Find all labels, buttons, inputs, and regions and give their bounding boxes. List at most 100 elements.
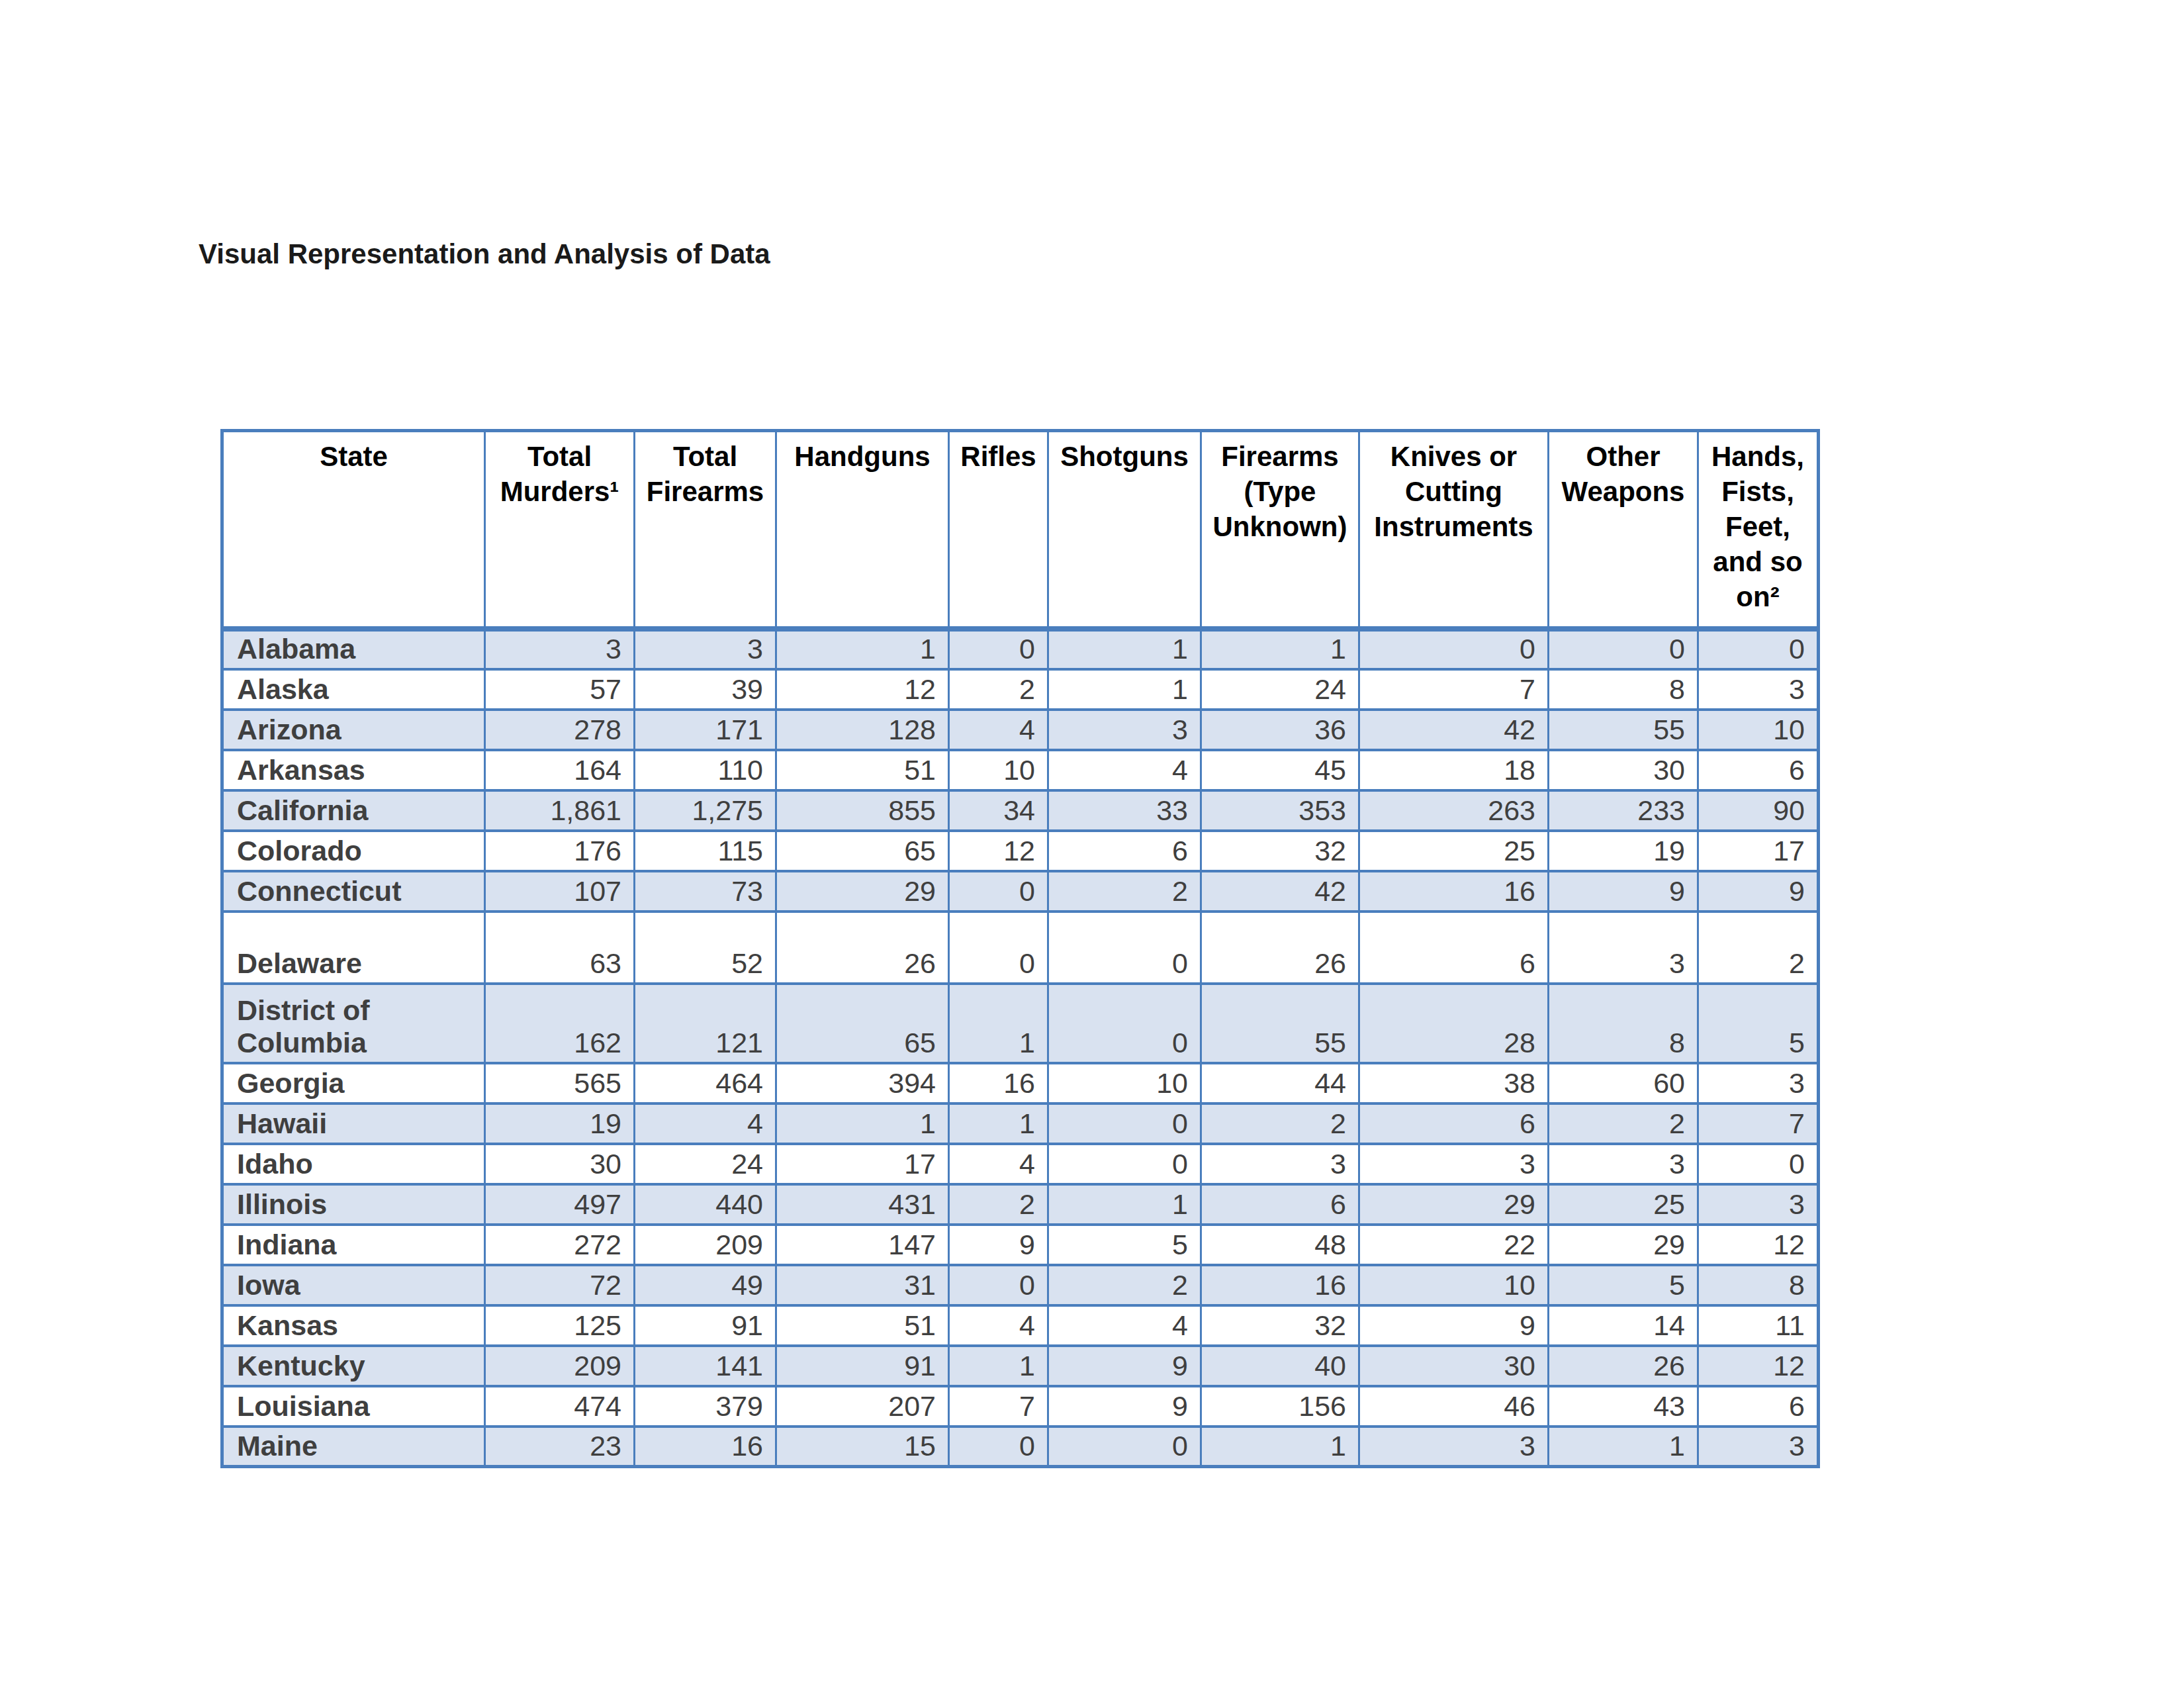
value-cell: 9 <box>1048 1386 1201 1427</box>
value-cell: 65 <box>776 984 949 1063</box>
value-cell: 29 <box>1359 1184 1549 1225</box>
value-cell: 39 <box>635 669 776 710</box>
value-cell: 17 <box>776 1144 949 1184</box>
state-name-cell: California <box>222 790 485 831</box>
value-cell: 8 <box>1549 984 1698 1063</box>
column-header-handguns: Handguns <box>776 431 949 629</box>
table-row-alabama: Alabama331011000 <box>222 629 1819 669</box>
value-cell: 52 <box>635 912 776 984</box>
state-name-cell: Arizona <box>222 710 485 750</box>
state-name-cell: Kentucky <box>222 1346 485 1386</box>
value-cell: 24 <box>1201 669 1359 710</box>
value-cell: 3 <box>1359 1427 1549 1467</box>
value-cell: 25 <box>1549 1184 1698 1225</box>
value-cell: 3 <box>1698 1427 1819 1467</box>
value-cell: 65 <box>776 831 949 871</box>
value-cell: 12 <box>949 831 1048 871</box>
value-cell: 0 <box>1359 629 1549 669</box>
value-cell: 16 <box>949 1063 1048 1103</box>
value-cell: 7 <box>1698 1103 1819 1144</box>
value-cell: 0 <box>1698 629 1819 669</box>
value-cell: 10 <box>1698 710 1819 750</box>
table-row-louisiana: Louisiana4743792077915646436 <box>222 1386 1819 1427</box>
value-cell: 9 <box>949 1225 1048 1265</box>
column-header-knives-or-cutting-instruments: Knives or Cutting Instruments <box>1359 431 1549 629</box>
value-cell: 565 <box>485 1063 635 1103</box>
value-cell: 0 <box>1048 912 1201 984</box>
value-cell: 48 <box>1201 1225 1359 1265</box>
value-cell: 431 <box>776 1184 949 1225</box>
value-cell: 28 <box>1359 984 1549 1063</box>
value-cell: 0 <box>1048 984 1201 1063</box>
state-name-cell: Idaho <box>222 1144 485 1184</box>
state-name-cell: Arkansas <box>222 750 485 790</box>
value-cell: 0 <box>949 912 1048 984</box>
value-cell: 0 <box>1048 1427 1201 1467</box>
value-cell: 42 <box>1359 710 1549 750</box>
value-cell: 22 <box>1359 1225 1549 1265</box>
value-cell: 4 <box>949 1144 1048 1184</box>
value-cell: 1 <box>1549 1427 1698 1467</box>
table-row-colorado: Colorado1761156512632251917 <box>222 831 1819 871</box>
table-row-kansas: Kansas1259151443291411 <box>222 1305 1819 1346</box>
value-cell: 0 <box>949 871 1048 912</box>
state-name-cell: Illinois <box>222 1184 485 1225</box>
value-cell: 6 <box>1359 912 1549 984</box>
column-header-other-weapons: Other Weapons <box>1549 431 1698 629</box>
value-cell: 209 <box>485 1346 635 1386</box>
value-cell: 0 <box>949 1427 1048 1467</box>
value-cell: 0 <box>1549 629 1698 669</box>
value-cell: 3 <box>1201 1144 1359 1184</box>
value-cell: 57 <box>485 669 635 710</box>
value-cell: 1 <box>1048 629 1201 669</box>
state-name-cell: Maine <box>222 1427 485 1467</box>
value-cell: 125 <box>485 1305 635 1346</box>
table-row-delaware: Delaware6352260026632 <box>222 912 1819 984</box>
value-cell: 34 <box>949 790 1048 831</box>
value-cell: 0 <box>1698 1144 1819 1184</box>
value-cell: 8 <box>1549 669 1698 710</box>
value-cell: 156 <box>1201 1386 1359 1427</box>
table-body: Alabama331011000Alaska5739122124783Arizo… <box>222 629 1819 1467</box>
value-cell: 1 <box>949 1103 1048 1144</box>
table-row-indiana: Indiana2722091479548222912 <box>222 1225 1819 1265</box>
value-cell: 16 <box>1201 1265 1359 1305</box>
value-cell: 19 <box>485 1103 635 1144</box>
value-cell: 272 <box>485 1225 635 1265</box>
value-cell: 91 <box>776 1346 949 1386</box>
value-cell: 2 <box>949 1184 1048 1225</box>
value-cell: 3 <box>1549 1144 1698 1184</box>
value-cell: 10 <box>1048 1063 1201 1103</box>
value-cell: 12 <box>1698 1225 1819 1265</box>
column-header-total-murders: Total Murders¹ <box>485 431 635 629</box>
value-cell: 26 <box>1549 1346 1698 1386</box>
value-cell: 25 <box>1359 831 1549 871</box>
value-cell: 176 <box>485 831 635 871</box>
value-cell: 55 <box>1201 984 1359 1063</box>
value-cell: 2 <box>1549 1103 1698 1144</box>
page-title: Visual Representation and Analysis of Da… <box>199 238 770 270</box>
state-name-cell: Delaware <box>222 912 485 984</box>
value-cell: 474 <box>485 1386 635 1427</box>
value-cell: 0 <box>949 1265 1048 1305</box>
value-cell: 12 <box>1698 1346 1819 1386</box>
value-cell: 3 <box>1698 669 1819 710</box>
value-cell: 2 <box>1201 1103 1359 1144</box>
value-cell: 16 <box>1359 871 1549 912</box>
state-name-cell: Alaska <box>222 669 485 710</box>
value-cell: 6 <box>1201 1184 1359 1225</box>
value-cell: 3 <box>485 629 635 669</box>
value-cell: 3 <box>1048 710 1201 750</box>
table-row-arkansas: Arkansas164110511044518306 <box>222 750 1819 790</box>
value-cell: 1,275 <box>635 790 776 831</box>
value-cell: 6 <box>1048 831 1201 871</box>
value-cell: 2 <box>949 669 1048 710</box>
value-cell: 353 <box>1201 790 1359 831</box>
value-cell: 278 <box>485 710 635 750</box>
value-cell: 121 <box>635 984 776 1063</box>
value-cell: 44 <box>1201 1063 1359 1103</box>
value-cell: 23 <box>485 1427 635 1467</box>
value-cell: 45 <box>1201 750 1359 790</box>
value-cell: 0 <box>1048 1103 1201 1144</box>
value-cell: 40 <box>1201 1346 1359 1386</box>
